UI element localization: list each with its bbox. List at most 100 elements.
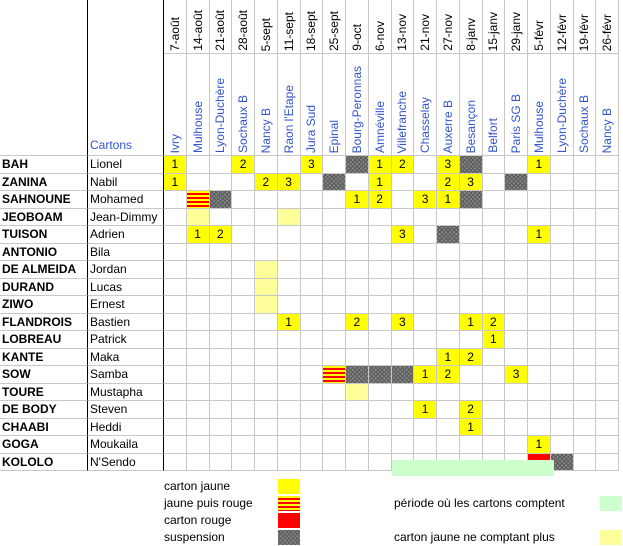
card-cell (209, 383, 233, 401)
card-cell: 3 (277, 173, 301, 191)
card-cell (573, 296, 597, 314)
header-blank-cell (0, 0, 88, 156)
card-cell: 2 (459, 348, 483, 366)
card-cell (323, 296, 346, 314)
card-cell (573, 348, 597, 366)
match-date: 28-août (236, 10, 251, 51)
card-cell (437, 401, 460, 419)
card-cell: 2 (209, 226, 233, 244)
card-cell (596, 173, 619, 191)
card-cell (505, 208, 528, 226)
card-cell (368, 436, 392, 454)
card-cell (232, 278, 255, 296)
card-cell (255, 243, 278, 261)
card-cell (277, 348, 301, 366)
card-cell (505, 418, 528, 436)
card-cell: 1 (528, 156, 551, 174)
card-cell (482, 383, 506, 401)
card-cell (255, 191, 278, 209)
card-cell (391, 296, 415, 314)
card-cell (368, 401, 392, 419)
card-cell (300, 313, 324, 331)
card-cell (550, 418, 574, 436)
card-cell (300, 191, 324, 209)
card-cell (255, 278, 278, 296)
card-cell (391, 418, 415, 436)
card-cell (437, 261, 460, 279)
card-cell: 1 (437, 348, 460, 366)
card-cell (323, 313, 346, 331)
card-cell (346, 208, 369, 226)
card-cell (232, 191, 255, 209)
card-cell (596, 226, 619, 244)
card-cell (164, 383, 187, 401)
card-cell (164, 243, 187, 261)
card-cell: 1 (368, 173, 392, 191)
header-cartons-cell: Cartons (88, 0, 164, 156)
card-cell (528, 278, 551, 296)
match-venue: Villefranche (395, 90, 410, 153)
card-cell: 1 (528, 226, 551, 244)
card-cell (300, 278, 324, 296)
card-cell (550, 278, 574, 296)
card-cell (414, 331, 437, 349)
card-cell (209, 243, 233, 261)
match-venue-cell: Ivry (164, 54, 187, 156)
player-first-name: Moukaila (88, 436, 164, 454)
card-cell (414, 296, 437, 314)
card-cell (528, 261, 551, 279)
player-surname: ZIWO (0, 296, 88, 314)
card-cell (437, 418, 460, 436)
card-cell: 1 (459, 313, 483, 331)
card-cell (391, 208, 415, 226)
card-cell (528, 296, 551, 314)
card-cell (277, 278, 301, 296)
card-cell (186, 331, 210, 349)
card-cell (528, 243, 551, 261)
card-cell (255, 436, 278, 454)
card-cell (277, 453, 301, 471)
card-cell (368, 313, 392, 331)
card-cell (300, 226, 324, 244)
card-cell (232, 243, 255, 261)
card-cell (255, 313, 278, 331)
card-cell: 2 (482, 313, 506, 331)
card-cell (596, 191, 619, 209)
card-cell (414, 383, 437, 401)
match-venue: Auxerre B (440, 99, 455, 153)
card-cell (277, 401, 301, 419)
card-cell (550, 331, 574, 349)
card-cell: 3 (505, 366, 528, 384)
card-cell (482, 156, 506, 174)
card-cell (459, 226, 483, 244)
match-venue: Lyon-Duchère (213, 78, 228, 153)
card-cell (209, 348, 233, 366)
card-cell (596, 296, 619, 314)
match-venue: Jura Sud (304, 104, 319, 153)
card-cell (437, 331, 460, 349)
player-first-name: Bastien (88, 313, 164, 331)
card-cell (232, 226, 255, 244)
card-cell (232, 173, 255, 191)
card-cell (232, 401, 255, 419)
card-cell (550, 191, 574, 209)
card-cell (277, 436, 301, 454)
card-cell (596, 208, 619, 226)
card-cell (505, 261, 528, 279)
card-cell (368, 243, 392, 261)
card-cell (186, 348, 210, 366)
card-cell: 3 (391, 226, 415, 244)
card-cell (550, 226, 574, 244)
card-cell (164, 278, 187, 296)
match-venue-cell: Amnéville (368, 54, 392, 156)
card-cell (437, 208, 460, 226)
card-cell (186, 156, 210, 174)
card-cell: 3 (459, 173, 483, 191)
card-cell (528, 401, 551, 419)
card-cell (505, 278, 528, 296)
player-first-name: Mohamed (88, 191, 164, 209)
card-cell (300, 243, 324, 261)
card-cell (164, 296, 187, 314)
match-date-cell: 29-janv (505, 0, 528, 54)
card-cell (209, 366, 233, 384)
